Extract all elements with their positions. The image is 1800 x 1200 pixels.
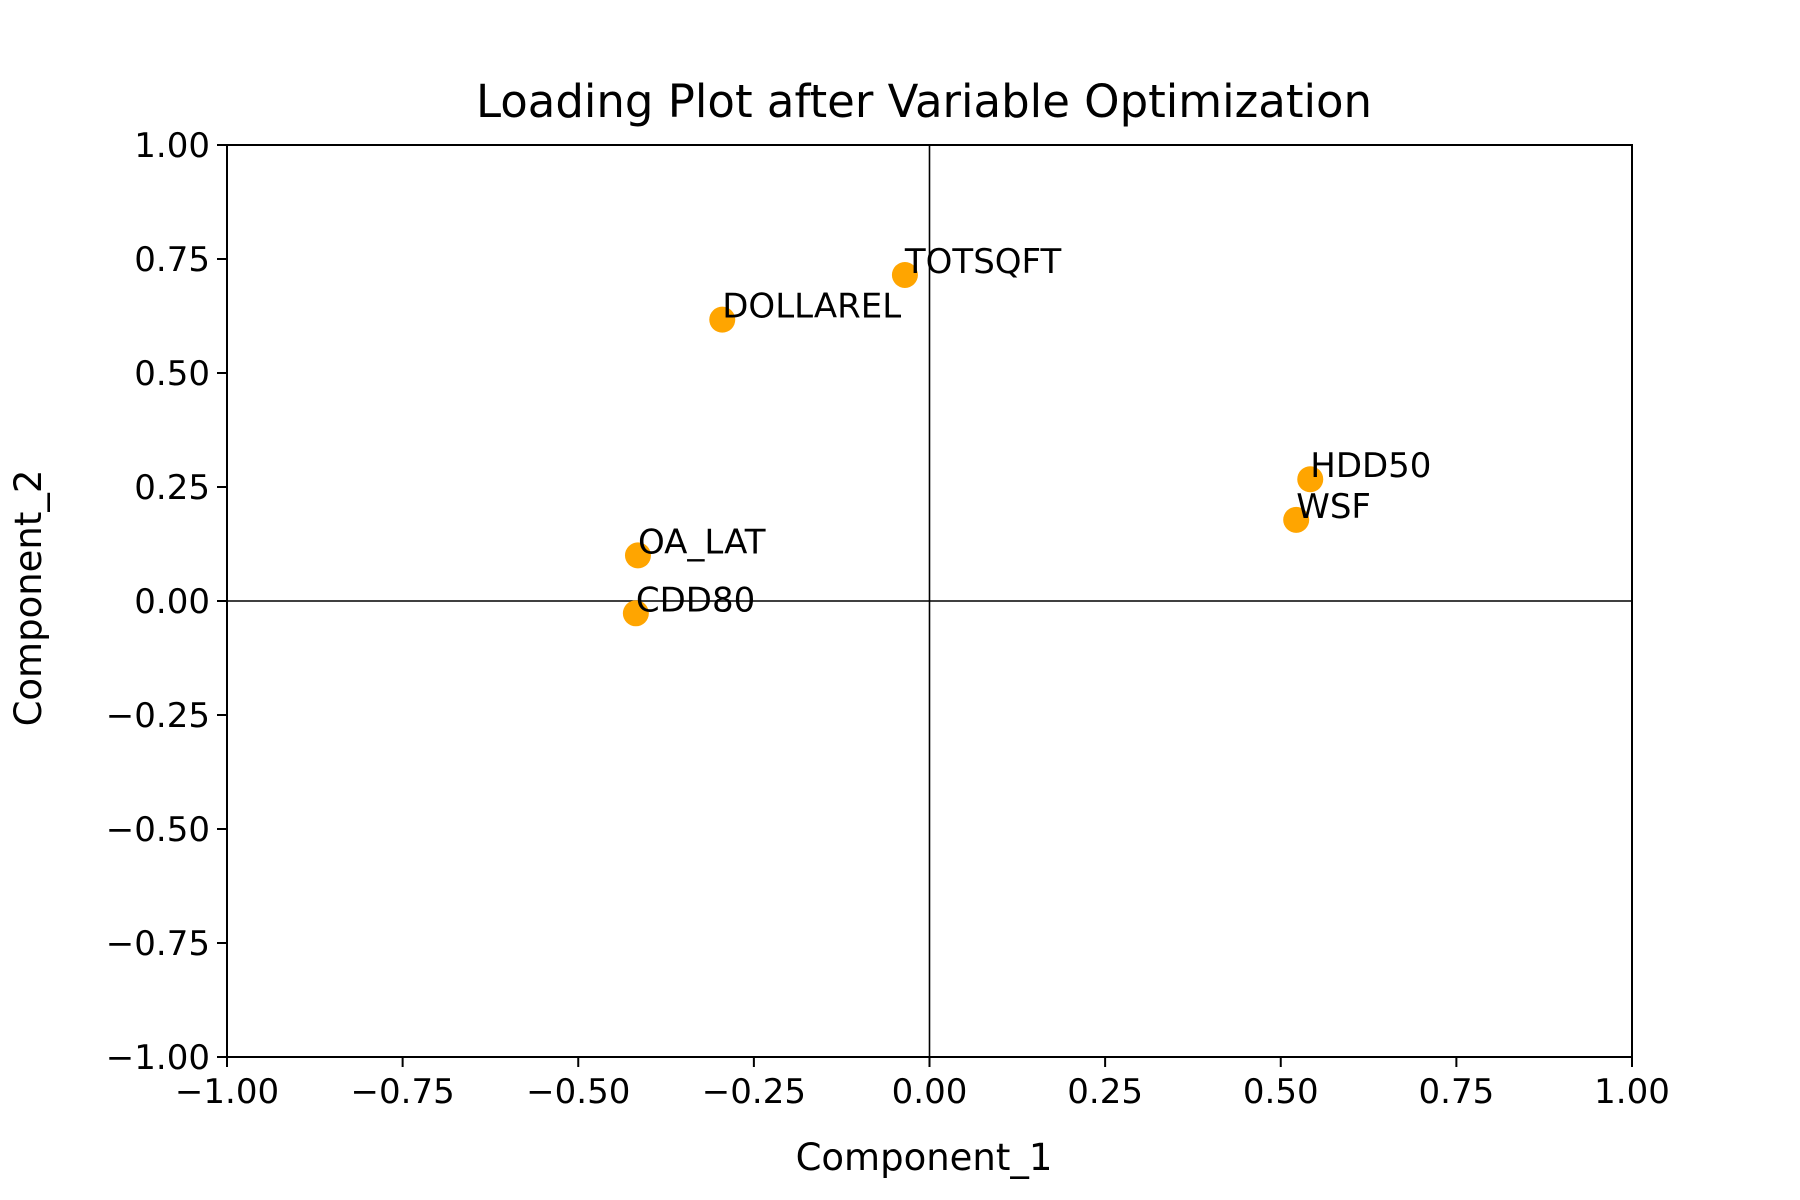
y-tick-label: −1.00 [106, 1038, 210, 1078]
x-tick-label: 0.50 [1243, 1072, 1319, 1112]
x-tick-label: −1.00 [175, 1072, 279, 1112]
x-tick-label: 0.75 [1419, 1072, 1495, 1112]
x-tick-label: 0.25 [1067, 1072, 1143, 1112]
y-tick-label: 0.50 [134, 354, 210, 394]
plot-area: −1.00 −0.75 −0.50 −0.25 0.00 0.25 0.50 0.75 1.00… [106, 126, 1670, 1112]
y-tick-label: −0.50 [106, 810, 210, 850]
x-tick-label: −0.50 [526, 1072, 630, 1112]
y-tick-label: −0.75 [106, 924, 210, 964]
data-point [624, 542, 651, 569]
y-tick-label: 1.00 [134, 126, 210, 166]
point-label: CDD80 [636, 580, 755, 620]
data-point [1297, 466, 1324, 493]
y-tick-label: 0.75 [134, 240, 210, 280]
x-tick-label: 1.00 [1594, 1072, 1670, 1112]
chart-title: Loading Plot after Variable Optimization [476, 75, 1372, 128]
point-label: HDD50 [1310, 446, 1431, 486]
y-tick-label: 0.25 [134, 468, 210, 508]
data-point [1283, 506, 1310, 533]
data-point [891, 261, 918, 288]
axes-frame [226, 144, 1633, 1058]
point-label: OA_LAT [638, 522, 766, 562]
point-label: WSF [1296, 487, 1371, 527]
x-tick-label: −0.75 [351, 1072, 455, 1112]
y-axis-title: Component_2 [7, 470, 50, 727]
data-point [622, 600, 649, 627]
y-tick-label: −0.25 [106, 696, 210, 736]
y-tick-label: 0.00 [134, 582, 210, 622]
point-label: TOTSQFT [904, 242, 1062, 282]
x-axis-title: Component_1 [796, 1136, 1053, 1179]
point-label: DOLLAREL [722, 287, 901, 327]
data-point [709, 306, 736, 333]
x-tick-label: 0.00 [892, 1072, 968, 1112]
x-tick-label: −0.25 [702, 1072, 806, 1112]
